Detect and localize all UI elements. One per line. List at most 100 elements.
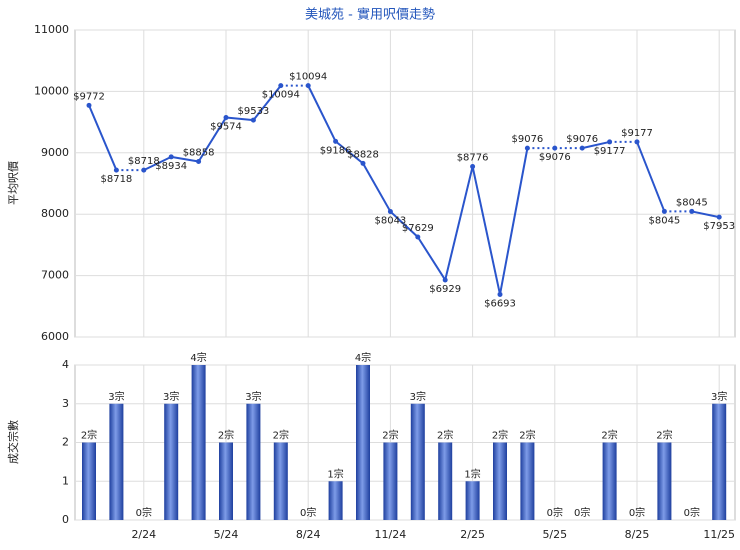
line-segment [636, 141, 666, 212]
y-tick-label: 1 [62, 474, 69, 487]
data-point [579, 145, 585, 151]
data-label: 2宗 [492, 429, 508, 442]
line-segment [362, 162, 392, 213]
bar [465, 481, 480, 520]
data-point [168, 154, 174, 160]
line-segment [416, 236, 447, 281]
data-point [86, 102, 92, 108]
data-label: 3宗 [410, 390, 426, 403]
data-label: $8858 [183, 148, 215, 159]
y-tick-label: 6000 [41, 330, 69, 343]
data-point [415, 234, 421, 240]
bar [164, 403, 179, 520]
data-point [196, 159, 202, 165]
data-label: $8045 [648, 215, 680, 226]
x-tick-label: 8/24 [296, 528, 321, 541]
line-segment [389, 210, 419, 238]
y-tick-label: 9000 [41, 146, 69, 159]
data-point [497, 291, 503, 297]
data-label: 2宗 [81, 429, 97, 442]
y-tick-label: 0 [62, 513, 69, 526]
line-segment [252, 85, 282, 121]
data-label: $6693 [484, 298, 516, 309]
data-point [634, 139, 640, 145]
y-tick-label: 2 [62, 436, 69, 449]
data-label: $8718 [128, 156, 160, 167]
line-segment [225, 116, 254, 122]
data-label: 4宗 [355, 351, 371, 364]
data-label: 1宗 [327, 467, 343, 480]
data-label: $7629 [402, 223, 434, 234]
data-label: $9076 [566, 134, 598, 145]
data-point [607, 139, 613, 145]
data-label: $8045 [676, 197, 708, 208]
data-label: $6929 [429, 284, 461, 295]
data-label: $9076 [511, 134, 543, 145]
data-point [716, 214, 722, 220]
data-label: $8934 [155, 161, 187, 172]
data-label: 2宗 [218, 429, 234, 442]
data-label: 2宗 [601, 429, 617, 442]
y-tick-label: 7000 [41, 269, 69, 282]
line-segment [471, 166, 501, 295]
line-segment [581, 140, 610, 150]
data-point [113, 167, 119, 173]
data-point [305, 83, 311, 89]
data-label: $8718 [100, 174, 132, 185]
bar [246, 403, 261, 520]
data-point [524, 145, 530, 151]
data-point [661, 208, 667, 214]
x-tick-label: 5/24 [214, 528, 239, 541]
y-tick-label: 4 [62, 358, 69, 371]
bar [438, 442, 453, 520]
y-axis-title: 成交宗數 [6, 420, 20, 464]
data-label: 4宗 [190, 351, 206, 364]
bar [493, 442, 507, 520]
data-label: $9177 [621, 128, 653, 139]
y-tick-label: 10000 [34, 84, 69, 97]
y-tick-label: 3 [62, 397, 69, 410]
data-point [360, 160, 366, 166]
data-label: $9076 [539, 152, 571, 163]
data-label: $9533 [237, 106, 269, 117]
data-label: 3宗 [711, 390, 727, 403]
data-label: 2宗 [519, 429, 535, 442]
data-label: $9574 [210, 122, 242, 133]
line-segment [444, 166, 474, 281]
data-label: $9772 [73, 91, 105, 102]
data-label: $7953 [703, 221, 735, 232]
data-label: $9177 [594, 146, 626, 157]
data-label: 3宗 [245, 390, 261, 403]
line-path [89, 86, 719, 295]
bar [328, 481, 343, 520]
bar [383, 442, 398, 520]
x-tick-label: 11/25 [703, 528, 735, 541]
data-label: 0宗 [547, 506, 563, 519]
x-tick-label: 5/25 [542, 528, 567, 541]
line-segment [307, 85, 337, 142]
data-label: $10094 [289, 72, 327, 83]
data-label: 2宗 [273, 429, 289, 442]
data-label: 3宗 [108, 390, 124, 403]
bar [191, 365, 206, 520]
data-point [470, 164, 476, 170]
x-tick-label: 2/25 [460, 528, 485, 541]
y-tick-label: 8000 [41, 207, 69, 220]
data-point [442, 277, 448, 283]
bar [602, 442, 617, 520]
data-label: $8776 [457, 153, 489, 164]
data-label: $9186 [320, 145, 352, 156]
line-segment [499, 147, 529, 295]
line-segment [171, 155, 199, 163]
data-label: $10094 [262, 90, 300, 101]
x-tick-label: 8/25 [625, 528, 650, 541]
bar [273, 442, 288, 520]
data-label: 0宗 [136, 506, 152, 519]
x-tick-label: 11/24 [375, 528, 407, 541]
data-label: 0宗 [300, 506, 316, 519]
data-point [141, 167, 147, 173]
plot-frame [74, 29, 736, 338]
data-label: 2宗 [382, 429, 398, 442]
data-point [250, 117, 256, 123]
data-label: 3宗 [163, 390, 179, 403]
